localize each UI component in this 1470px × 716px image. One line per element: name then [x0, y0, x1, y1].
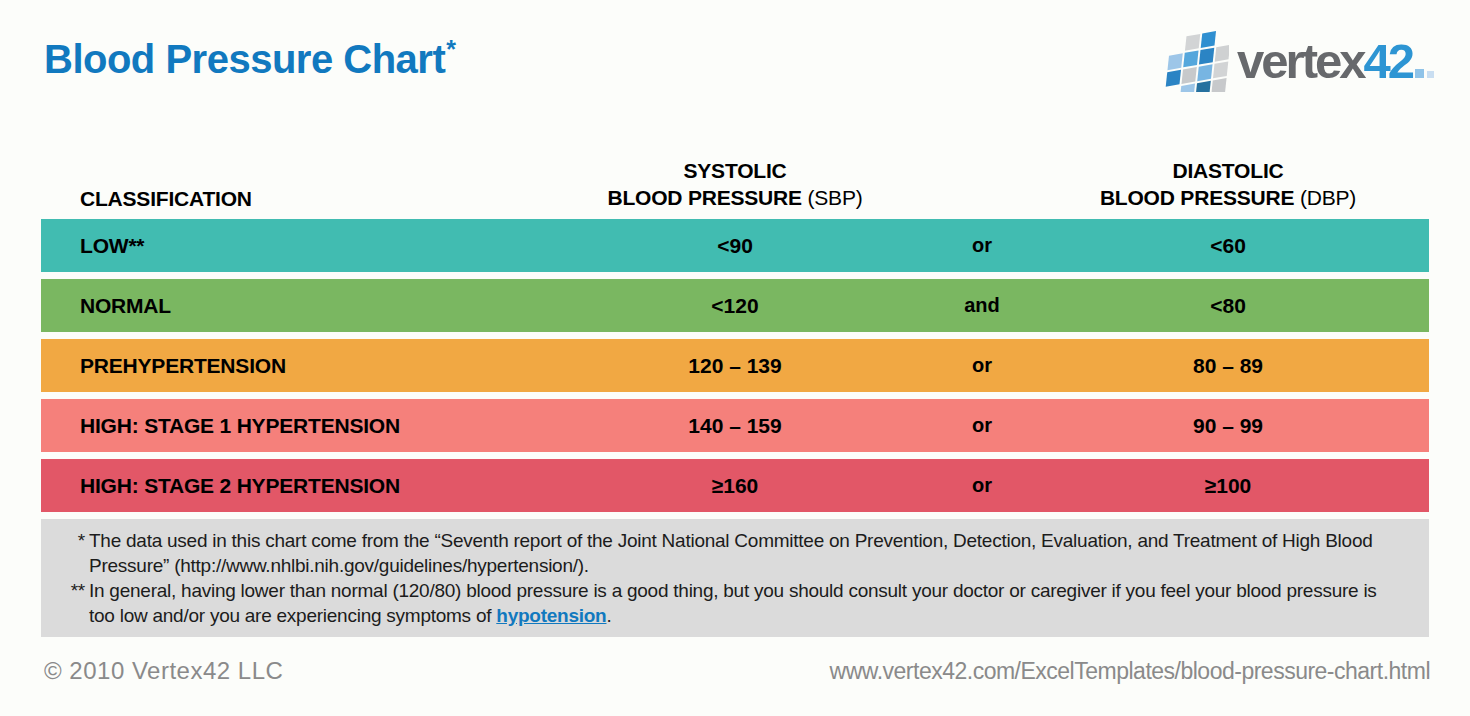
column-header-diastolic: DIASTOLIC BLOOD PRESSURE (DBP): [1027, 157, 1429, 211]
systolic-cell: 140 – 159: [533, 414, 937, 438]
systolic-cell: 120 – 139: [533, 354, 937, 378]
footnote-marker: **: [55, 578, 89, 603]
vertex42-wordmark: vertex42: [1237, 37, 1434, 86]
title-asterisk: *: [446, 35, 455, 63]
vertex42-logo: vertex42: [1155, 30, 1434, 92]
column-header-classification: CLASSIFICATION: [41, 187, 533, 211]
footnote-source: *The data used in this chart come from t…: [89, 528, 1407, 578]
diastolic-header-line1: DIASTOLIC: [1027, 157, 1429, 184]
table-header-row: CLASSIFICATION SYSTOLIC BLOOD PRESSURE (…: [41, 150, 1429, 219]
diastolic-header-line2: BLOOD PRESSURE (DBP): [1027, 184, 1429, 211]
table-row-normal: NORMAL <120 and <80: [41, 279, 1429, 332]
table-row-prehypertension: PREHYPERTENSION 120 – 139 or 80 – 89: [41, 339, 1429, 392]
table-row-stage2-hypertension: HIGH: STAGE 2 HYPERTENSION ≥160 or ≥100: [41, 459, 1429, 512]
wordmark-dot-icon: [1415, 69, 1424, 78]
hypotension-link[interactable]: hypotension: [496, 605, 606, 626]
systolic-header-line1: SYSTOLIC: [533, 157, 937, 184]
connector-cell: or: [937, 414, 1027, 437]
wordmark-dot-icon: [1427, 71, 1434, 78]
copyright-text: © 2010 Vertex42 LLC: [44, 657, 283, 685]
column-header-systolic: SYSTOLIC BLOOD PRESSURE (SBP): [533, 157, 937, 211]
page-footer: © 2010 Vertex42 LLC www.vertex42.com/Exc…: [44, 657, 1430, 685]
wordmark-vertex: vertex: [1237, 34, 1363, 88]
systolic-cell: ≥160: [533, 474, 937, 498]
page-title-text: Blood Pressure Chart: [44, 37, 445, 81]
diastolic-cell: ≥100: [1027, 474, 1429, 498]
classification-cell: PREHYPERTENSION: [41, 354, 533, 378]
page: Blood Pressure Chart* vertex42 CL: [0, 0, 1470, 716]
footnote-marker: *: [55, 528, 89, 553]
footnote-text: The data used in this chart come from th…: [89, 530, 1373, 576]
footer-url: www.vertex42.com/ExcelTemplates/blood-pr…: [830, 658, 1430, 685]
diastolic-cell: <80: [1027, 294, 1429, 318]
page-title: Blood Pressure Chart*: [44, 36, 455, 81]
diastolic-cell: <60: [1027, 234, 1429, 258]
table-row-stage1-hypertension: HIGH: STAGE 1 HYPERTENSION 140 – 159 or …: [41, 399, 1429, 452]
classification-cell: LOW**: [41, 234, 533, 258]
footnote-text-end: .: [606, 605, 611, 626]
diastolic-cell: 90 – 99: [1027, 414, 1429, 438]
vertex42-mosaic-icon: [1155, 30, 1229, 92]
wordmark-42: 42: [1363, 34, 1412, 88]
footnote-text: In general, having lower than normal (12…: [89, 580, 1377, 626]
classification-cell: HIGH: STAGE 2 HYPERTENSION: [41, 474, 533, 498]
footnote-low-bp: **In general, having lower than normal (…: [89, 578, 1407, 628]
footnotes-box: *The data used in this chart come from t…: [41, 519, 1429, 637]
classification-cell: HIGH: STAGE 1 HYPERTENSION: [41, 414, 533, 438]
blood-pressure-table: CLASSIFICATION SYSTOLIC BLOOD PRESSURE (…: [41, 150, 1429, 637]
connector-cell: or: [937, 234, 1027, 257]
connector-cell: or: [937, 474, 1027, 497]
systolic-cell: <90: [533, 234, 937, 258]
connector-cell: and: [937, 294, 1027, 317]
classification-cell: NORMAL: [41, 294, 533, 318]
diastolic-cell: 80 – 89: [1027, 354, 1429, 378]
connector-cell: or: [937, 354, 1027, 377]
systolic-header-line2: BLOOD PRESSURE (SBP): [533, 184, 937, 211]
table-row-low: LOW** <90 or <60: [41, 219, 1429, 272]
systolic-cell: <120: [533, 294, 937, 318]
